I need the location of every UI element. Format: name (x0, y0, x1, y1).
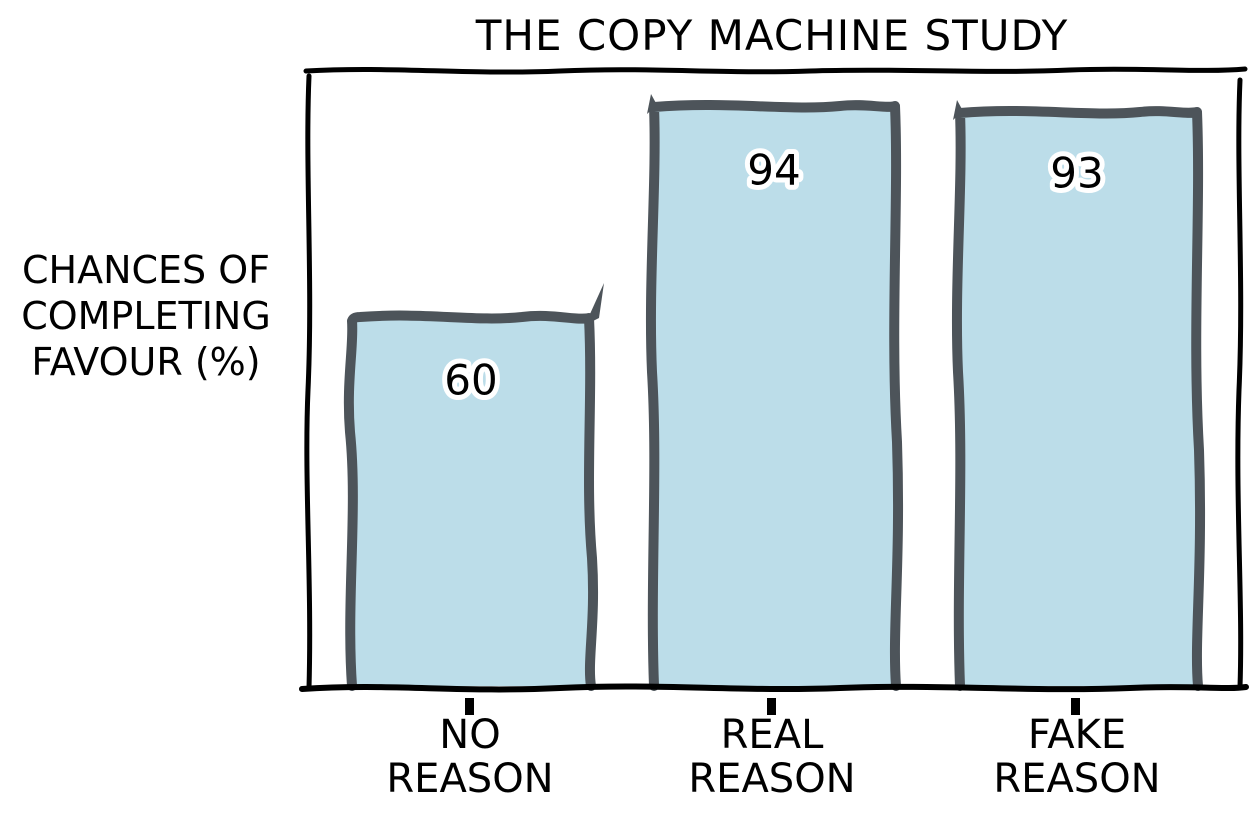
bar-fake-reason-pen-overshoot (953, 100, 963, 120)
x-label-no-reason-line-1: NO (439, 712, 500, 758)
x-label-no-reason-line-2: REASON (386, 756, 553, 802)
tick-real-reason (767, 698, 776, 715)
bar-real-reason (645, 94, 904, 691)
chart-title: THE COPY MACHINE STUDY (475, 11, 1069, 60)
x-label-real-reason-line-1: REAL (721, 712, 824, 758)
tick-fake-reason (1071, 698, 1080, 715)
bottom-spine (299, 683, 1249, 693)
x-label-fake-reason-line-1: FAKE (1028, 712, 1126, 758)
bar-no-reason-shape (343, 310, 599, 691)
bar-fake-reason (951, 100, 1206, 691)
x-axis-labels: NO REASON REAL REASON FAKE REASON (386, 712, 1160, 802)
right-spine (1235, 77, 1244, 690)
bar-value-label-fake-reason: 93 (1050, 149, 1103, 198)
x-label-fake-reason-line-2: REASON (993, 756, 1160, 802)
tick-no-reason (465, 698, 474, 715)
bar-value-label-no-reason: 60 (444, 356, 497, 405)
left-spine (304, 73, 313, 691)
bar-value-label-real-reason: 94 (747, 146, 800, 195)
bar-no-reason (343, 283, 604, 691)
plot-frame (299, 66, 1249, 693)
bar-real-reason-pen-overshoot (647, 94, 657, 114)
bar-no-reason-pen-overshoot (585, 283, 604, 325)
x-axis-ticks (465, 698, 1080, 715)
y-axis-label-line-2: COMPLETING (21, 294, 271, 338)
bar-fake-reason-shape (951, 106, 1206, 691)
y-axis-label-line-1: CHANCES OF (22, 248, 270, 292)
bar-real-reason-shape (645, 100, 904, 691)
x-label-real-reason-line-2: REASON (688, 756, 855, 802)
y-axis-label-line-3: FAVOUR (%) (31, 340, 260, 384)
top-spine (303, 66, 1248, 75)
y-axis-label: CHANCES OF COMPLETING FAVOUR (%) (21, 248, 271, 384)
